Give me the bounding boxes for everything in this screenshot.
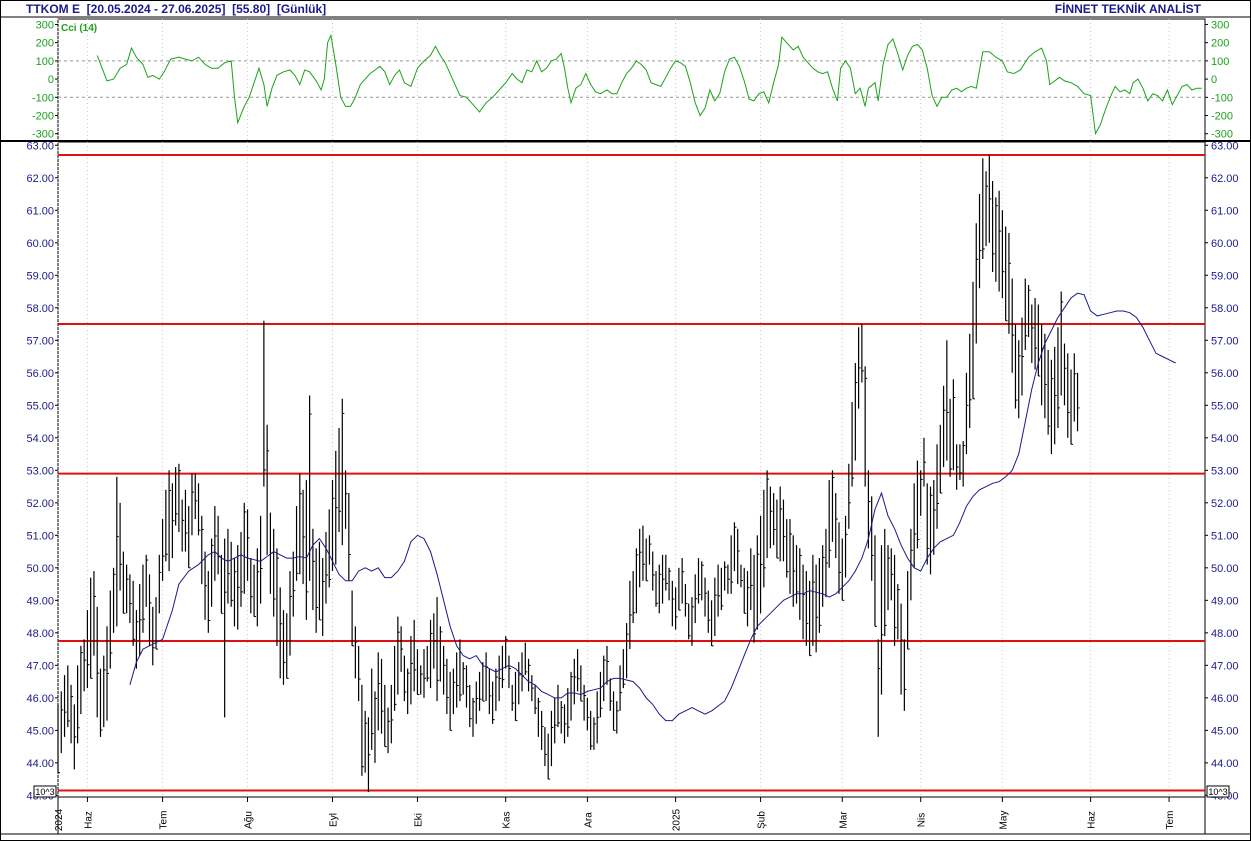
price-right-tick-label: 62.00 xyxy=(1211,173,1239,185)
price-right-tick-label: 61.00 xyxy=(1211,205,1239,217)
brand-label: FİNNET TEKNİK ANALİST xyxy=(1054,2,1201,16)
price-left-tick-label: 52.00 xyxy=(26,498,54,510)
last-price-label: [55.80] xyxy=(232,2,271,16)
symbol-label: TTKOM E xyxy=(26,2,80,16)
cci-left-tick-label: 100 xyxy=(36,56,54,68)
price-left-tick-label: 58.00 xyxy=(26,303,54,315)
price-left-tick-label: 44.00 xyxy=(26,758,54,770)
cci-right-tick-label: 0 xyxy=(1211,74,1217,86)
price-left-tick-label: 62.00 xyxy=(26,173,54,185)
cci-left-tick-label: -100 xyxy=(32,92,54,104)
scale-label-left: 10^3 xyxy=(35,787,54,797)
price-left-tick-label: 46.00 xyxy=(26,693,54,705)
cci-right-tick-label: -300 xyxy=(1211,129,1233,141)
price-right-tick-label: 63.00 xyxy=(1211,140,1239,152)
price-left-tick-label: 63.00 xyxy=(26,140,54,152)
x-tick-label: Haz xyxy=(1087,811,1098,829)
price-left-tick-label: 50.00 xyxy=(26,563,54,575)
price-right-tick-label: 57.00 xyxy=(1211,335,1239,347)
price-left-tick-label: 48.00 xyxy=(26,628,54,640)
period-label: [Günlük] xyxy=(276,2,327,16)
x-tick-label: Şub xyxy=(757,811,768,829)
x-tick-label: Kas xyxy=(502,811,513,828)
price-left-tick-label: 57.00 xyxy=(26,335,54,347)
x-tick-label: Mar xyxy=(838,811,849,829)
x-tick-label: Nis xyxy=(917,813,928,827)
price-panel-frame xyxy=(57,141,1206,798)
x-tick-label: May xyxy=(998,811,1009,830)
price-left-tick-label: 47.00 xyxy=(26,660,54,672)
chart-header-title: TTKOM E [20.05.2024 - 27.06.2025] [55.80… xyxy=(26,2,326,16)
price-left-tick-label: 59.00 xyxy=(26,270,54,282)
cci-left-tick-label: -200 xyxy=(32,111,54,123)
price-right-tick-label: 53.00 xyxy=(1211,465,1239,477)
moving-average-line xyxy=(129,292,1176,722)
cci-left-tick-label: 300 xyxy=(36,19,54,31)
price-left-tick-label: 54.00 xyxy=(26,433,54,445)
cci-right-tick-label: -200 xyxy=(1211,111,1233,123)
price-right-tick-label: 60.00 xyxy=(1211,238,1239,250)
price-right-tick-label: 58.00 xyxy=(1211,303,1239,315)
cci-right-tick-label: 300 xyxy=(1211,19,1229,31)
cci-left-tick-label: 0 xyxy=(48,74,54,86)
cci-left-tick-label: 200 xyxy=(36,38,54,50)
x-tick-label: Ağu xyxy=(244,811,255,829)
price-right-tick-label: 55.00 xyxy=(1211,400,1239,412)
scale-box-left xyxy=(33,785,57,798)
x-tick-label: Eyl xyxy=(328,813,339,827)
cci-right-tick-label: 100 xyxy=(1211,56,1229,68)
price-right-tick-label: 47.00 xyxy=(1211,660,1239,672)
price-right-tick-label: 49.00 xyxy=(1211,595,1239,607)
cci-right-tick-label: -100 xyxy=(1211,92,1233,104)
price-left-tick-label: 60.00 xyxy=(26,238,54,250)
price-left-tick-label: 55.00 xyxy=(26,400,54,412)
price-right-tick-label: 51.00 xyxy=(1211,530,1239,542)
x-tick-label: 2024 xyxy=(54,808,65,831)
x-tick-label: 2025 xyxy=(672,808,683,831)
price-left-tick-label: 56.00 xyxy=(26,368,54,380)
price-left-tick-label: 53.00 xyxy=(26,465,54,477)
price-right-tick-label: 54.00 xyxy=(1211,433,1239,445)
x-tick-label: Tem xyxy=(159,811,170,830)
price-right-tick-label: 56.00 xyxy=(1211,368,1239,380)
cci-right-tick-label: 200 xyxy=(1211,38,1229,50)
scale-label-right: 10^3 xyxy=(1208,787,1227,797)
price-right-tick-label: 52.00 xyxy=(1211,498,1239,510)
cci-left-tick-label: -300 xyxy=(32,129,54,141)
price-right-tick-label: 59.00 xyxy=(1211,270,1239,282)
price-right-tick-label: 45.00 xyxy=(1211,725,1239,737)
price-left-tick-label: 61.00 xyxy=(26,205,54,217)
x-tick-label: Ara xyxy=(583,812,594,828)
cci-title: Cci (14) xyxy=(61,23,97,34)
price-left-tick-label: 45.00 xyxy=(26,725,54,737)
cci-panel-frame xyxy=(57,18,1206,142)
price-left-tick-label: 51.00 xyxy=(26,530,54,542)
x-tick-label: Tem xyxy=(1165,811,1176,830)
x-tick-label: Eki xyxy=(413,813,424,827)
scale-box-right xyxy=(1206,785,1230,798)
price-right-tick-label: 46.00 xyxy=(1211,693,1239,705)
x-tick-label: Haz xyxy=(83,811,94,829)
cci-line xyxy=(96,33,1202,136)
price-right-tick-label: 48.00 xyxy=(1211,628,1239,640)
price-left-tick-label: 49.00 xyxy=(26,595,54,607)
date-range-label: [20.05.2024 - 27.06.2025] xyxy=(86,2,226,16)
price-right-tick-label: 44.00 xyxy=(1211,758,1239,770)
price-right-tick-label: 50.00 xyxy=(1211,563,1239,575)
